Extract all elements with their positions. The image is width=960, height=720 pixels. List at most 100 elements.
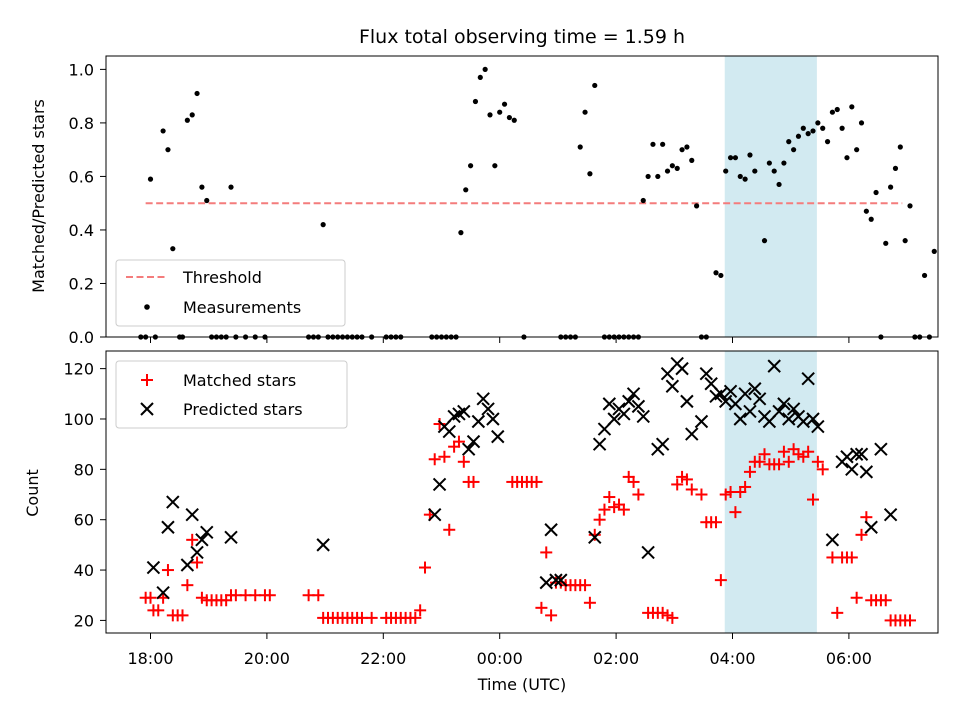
measurement-point (810, 128, 816, 134)
matched-star-point (627, 475, 640, 488)
predicted-star-stroke (685, 427, 699, 441)
matched-star-point (588, 528, 601, 541)
top-y-tick-label: 0.6 (69, 167, 94, 186)
matched-star-point (457, 455, 470, 468)
predicted-star-point (719, 394, 733, 409)
predicted-star-stroke (738, 387, 752, 401)
measurement-point (805, 131, 811, 137)
predicted-star-stroke (491, 429, 505, 444)
predicted-star-stroke (428, 507, 442, 522)
top-y-axis: 0.0 0.2 0.4 0.6 0.8 1.0 (69, 60, 106, 347)
predicted-star-point (592, 437, 607, 451)
predicted-star-point (845, 462, 859, 477)
matched-star-point (743, 465, 756, 478)
x-tick-label: 02:00 (593, 649, 639, 668)
predicted-star-point (476, 392, 490, 406)
measurement-point (771, 168, 777, 174)
measurement-point (160, 128, 166, 134)
measurement-point (747, 152, 753, 158)
predicted-star-stroke (782, 412, 796, 426)
predicted-star-point (680, 394, 694, 409)
measurement-point (766, 160, 772, 166)
matched-star-point (802, 445, 815, 458)
predicted-star-point (743, 404, 757, 419)
matched-star-point (414, 604, 427, 617)
predicted-star-point (733, 412, 747, 426)
measurement-point (786, 139, 792, 145)
measurement-point (472, 98, 479, 105)
measurement-point (824, 139, 831, 145)
measurement-point (492, 163, 498, 169)
measurement-point (194, 90, 200, 97)
measurement-point (679, 147, 685, 153)
top-legend-box (115, 259, 346, 327)
predicted-star-point (752, 392, 767, 406)
predicted-star-point (723, 384, 738, 398)
measurement-point (854, 147, 860, 153)
matched-star-point (467, 475, 480, 488)
measurement-point (897, 144, 903, 150)
predicted-star-stroke (748, 382, 762, 396)
predicted-star-point (466, 434, 481, 449)
predicted-star-point (806, 412, 820, 426)
top-y-tick-label: 0.4 (69, 221, 94, 240)
predicted-star-stroke (801, 371, 815, 386)
predicted-star-stroke (544, 523, 558, 537)
predicted-star-point (224, 530, 238, 545)
predicted-star-stroke (539, 575, 553, 590)
predicted-star-point (811, 419, 825, 434)
predicted-star-stroke (146, 560, 161, 575)
matched-star-point (603, 491, 616, 504)
matched-star-point (816, 463, 829, 476)
matched-star-point (904, 614, 917, 627)
measurement-point (487, 112, 493, 118)
top-y-tick-label: 0.2 (69, 274, 94, 293)
predicted-star-stroke (602, 397, 617, 411)
measurement-point (184, 117, 190, 123)
top-axes-frame (105, 55, 939, 338)
measurement-point (907, 203, 913, 209)
predicted-star-point (801, 371, 815, 386)
matched-star-point (617, 503, 630, 516)
matched-star-point (409, 611, 422, 624)
matched-star-point (365, 611, 378, 624)
x-axis: 18:00 20:00 22:00 00:00 02:00 04:00 06:00 (127, 337, 872, 668)
predicted-star-stroke (680, 394, 694, 409)
predicted-star-stroke (767, 359, 781, 373)
measurement-point (170, 246, 176, 252)
predicted-star-stroke (607, 412, 621, 426)
measurement-point (834, 106, 840, 113)
measurement-point (674, 165, 680, 171)
predicted-star-stroke (622, 394, 636, 409)
bottom-y-tick-label: 60 (74, 511, 94, 530)
matched-star-point (579, 579, 592, 592)
measurement-point (587, 171, 593, 177)
predicted-star-point (655, 437, 670, 451)
predicted-star-point (622, 394, 636, 409)
measurement-point (511, 117, 517, 123)
predicted-star-point (461, 442, 476, 456)
predicted-legend-label: Predicted stars (183, 400, 303, 419)
measurement-point (732, 155, 739, 161)
measurement-point (761, 238, 768, 244)
predicted-star-point (607, 412, 621, 426)
predicted-star-point (641, 545, 655, 560)
predicted-star-point (699, 366, 714, 381)
predicted-star-point (777, 397, 791, 411)
matched-star-point (540, 546, 553, 559)
matched-star-point (312, 589, 325, 602)
measurement-point (650, 141, 656, 147)
predicted-star-stroke (466, 434, 481, 449)
measurement-point (204, 197, 210, 204)
predicted-star-point (549, 573, 563, 587)
measurement-point (482, 66, 488, 72)
predicted-star-stroke (636, 409, 650, 424)
predicted-star-stroke (854, 447, 869, 461)
measurement-point (858, 120, 865, 126)
bottom-y-tick-label: 20 (74, 611, 94, 630)
measurement-point (645, 173, 651, 180)
predicted-star-stroke (786, 402, 801, 416)
predicted-star-point (685, 427, 699, 441)
predicted-star-point (602, 397, 617, 411)
bottom-legend: Matched stars Predicted stars (115, 360, 348, 429)
